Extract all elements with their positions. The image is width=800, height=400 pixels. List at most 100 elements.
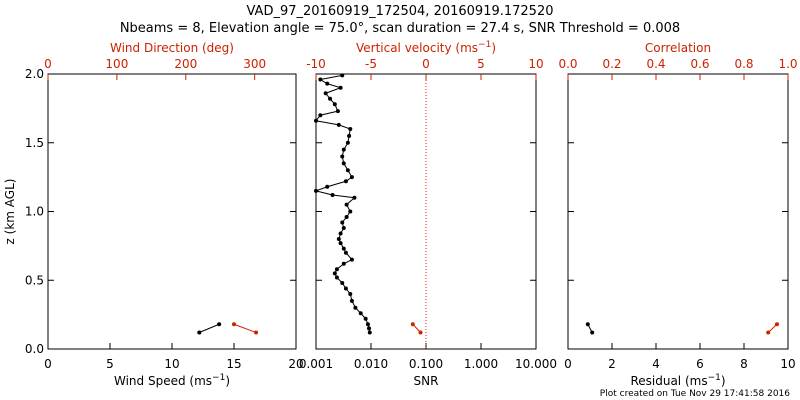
bottom-axis-label-main: SNR [414, 374, 439, 388]
data-point [338, 231, 343, 236]
data-point [343, 286, 348, 291]
top-tick-label: 0 [44, 57, 52, 71]
data-point [345, 140, 350, 145]
top-axis-label-main: Correlation [645, 41, 711, 55]
data-point [367, 330, 372, 335]
data-point [338, 85, 343, 90]
bottom-tick-label: 0 [44, 357, 52, 371]
data-point [343, 250, 348, 255]
data-point [254, 330, 259, 335]
series-line-top [767, 323, 778, 333]
top-tick-label: 0.8 [734, 57, 753, 71]
data-point [348, 209, 353, 214]
data-point [338, 241, 343, 246]
series-line-bottom [314, 74, 371, 333]
data-point [217, 322, 222, 327]
top-axis-label: Correlation [645, 41, 711, 55]
data-point [197, 330, 202, 335]
data-point [344, 202, 349, 207]
data-point [365, 322, 370, 327]
y-tick-label: 0.0 [25, 342, 44, 356]
bottom-tick-label: 0.100 [409, 357, 443, 371]
top-tick-label: 5 [477, 57, 485, 71]
data-point [323, 91, 328, 96]
top-tick-label: 0.6 [690, 57, 709, 71]
data-point [343, 179, 348, 184]
data-point [347, 133, 352, 138]
data-point [349, 298, 354, 303]
top-axis-label-tail: ) [491, 41, 496, 55]
bottom-tick-label: 15 [226, 357, 241, 371]
top-tick-label: 0.2 [602, 57, 621, 71]
bottom-tick-label: 10 [164, 357, 179, 371]
top-axis-label-main: Vertical velocity (ms [356, 41, 478, 55]
bottom-axis-label: Residual (ms−1) [630, 373, 725, 388]
y-tick-label: 1.5 [25, 136, 44, 150]
data-point [358, 311, 363, 316]
data-point [340, 73, 345, 78]
bottom-axis-label: Wind Speed (ms−1) [114, 373, 230, 388]
top-tick-label: -10 [306, 57, 326, 71]
data-point [232, 322, 236, 327]
data-point [353, 305, 358, 310]
bottom-tick-label: 4 [652, 357, 660, 371]
bottom-tick-label: 20 [288, 357, 303, 371]
top-tick-label: 100 [105, 57, 128, 71]
data-point [330, 193, 335, 197]
data-point [318, 113, 323, 118]
data-point [590, 330, 595, 335]
data-point [367, 326, 372, 331]
data-point [336, 237, 341, 241]
data-point [332, 102, 337, 107]
panel-middle: 0.001 0.010 0.100 1.000 10.000 -10 -5 0 5 10 SNR Ve… [299, 40, 557, 388]
title-line-2: Nbeams = 8, Elevation angle = 75.0°, sca… [120, 21, 680, 36]
data-point [341, 161, 346, 166]
bottom-axis-label-sup: −1 [212, 373, 225, 383]
top-axis-label: Vertical velocity (ms−1) [356, 40, 496, 55]
top-tick-label: 200 [174, 57, 197, 71]
bottom-tick-label: 5 [106, 357, 114, 371]
data-point [363, 316, 368, 321]
bottom-tick-label: 8 [740, 357, 748, 371]
data-point [348, 127, 353, 131]
top-tick-label: 0.0 [558, 57, 577, 71]
bottom-axis-label-main: Wind Speed (ms [114, 374, 212, 388]
data-point [340, 154, 345, 159]
data-point [349, 175, 354, 180]
y-tick-label: 0.5 [25, 273, 44, 287]
bottom-tick-label: 1.000 [464, 357, 498, 371]
data-point [318, 77, 323, 82]
data-point [344, 215, 349, 219]
data-point [352, 195, 357, 200]
bottom-tick-label: 0.010 [354, 357, 388, 371]
data-point [585, 322, 590, 327]
top-axis-label-main: Wind Direction (deg) [110, 41, 234, 55]
bottom-axis-label-tail: ) [225, 374, 230, 388]
y-axis-label: z (km AGL) [3, 179, 17, 245]
data-point [334, 267, 339, 272]
bottom-tick-label: 2 [608, 357, 616, 371]
data-point [328, 96, 333, 101]
bottom-tick-label: 10.000 [515, 357, 557, 371]
top-tick-label: 1.0 [778, 57, 797, 71]
data-point [335, 109, 340, 114]
bottom-tick-label: 10 [780, 357, 795, 371]
series-line-bottom [199, 323, 220, 333]
data-point [348, 292, 353, 296]
top-axis-label-sup: −1 [478, 40, 491, 50]
y-tick-label: 1.0 [25, 205, 44, 219]
bottom-axis-label-sup: −1 [708, 373, 721, 383]
bottom-tick-label: 0 [564, 357, 572, 371]
data-point [336, 122, 341, 127]
data-point [332, 271, 337, 276]
data-point [314, 118, 318, 123]
data-point [349, 257, 354, 262]
bottom-axis-label-main: Residual (ms [630, 374, 707, 388]
data-point [341, 147, 346, 152]
plot-frame [47, 73, 297, 350]
top-tick-label: -5 [365, 57, 377, 71]
data-point [341, 261, 346, 266]
